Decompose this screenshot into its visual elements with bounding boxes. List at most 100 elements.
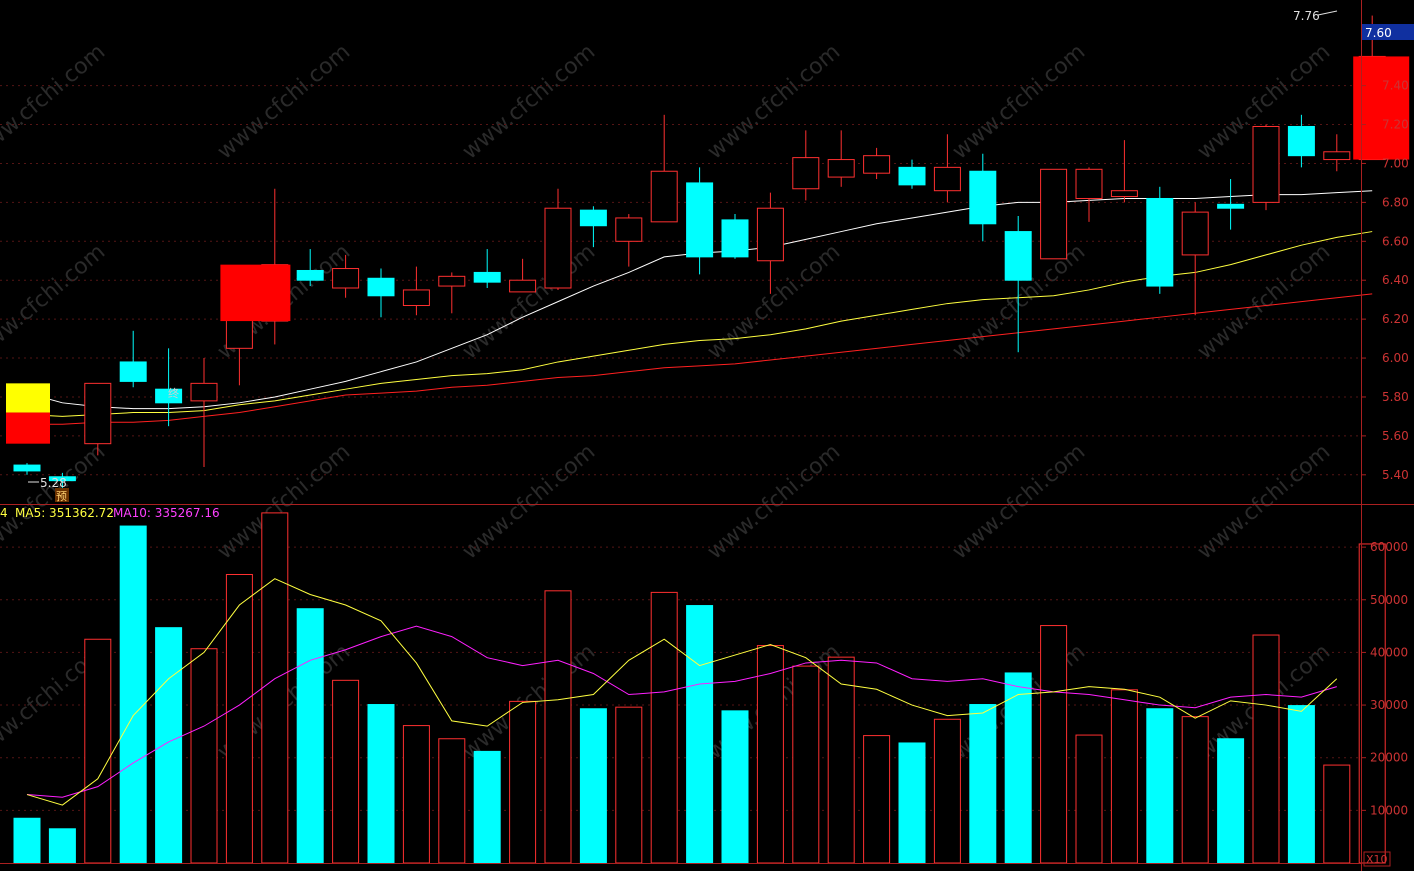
volume-bar-up	[84, 638, 112, 864]
volume-tick-label: 40000	[1370, 645, 1408, 659]
candle-down	[898, 166, 926, 186]
volume-bar-up	[402, 725, 430, 864]
candle-up	[650, 170, 678, 223]
volume-bar-down	[686, 605, 714, 864]
volume-moving-averages	[26, 578, 1338, 806]
candle-down	[721, 219, 749, 258]
volume-bar-down	[13, 817, 41, 864]
volume-bar-down	[155, 627, 183, 864]
volume-bar-down	[1287, 705, 1315, 864]
price-tick-label: 5.40	[1382, 468, 1409, 482]
candle-down	[969, 170, 997, 225]
volume-bar-up	[756, 645, 784, 864]
volume-bar-up	[1323, 764, 1351, 864]
candle-down	[296, 269, 324, 281]
volume-tick-label: 30000	[1370, 698, 1408, 712]
candle-up	[1040, 168, 1068, 260]
candle-up	[1181, 211, 1209, 256]
signal-block-bottom	[6, 412, 50, 444]
volume-bar-up	[261, 512, 289, 864]
candle-up	[863, 155, 891, 174]
candle-down	[155, 388, 183, 404]
candle-down	[1287, 125, 1315, 157]
signal-b-label: 终	[168, 386, 179, 400]
vol-unit-label: X10	[1366, 853, 1388, 866]
price-tick-label: 6.20	[1382, 312, 1409, 326]
price-tick-label: 7.20	[1382, 118, 1409, 132]
candle-up	[332, 268, 360, 289]
vol-ma10-line	[26, 625, 1337, 798]
candle-up	[756, 207, 784, 262]
volume-bar-up	[544, 590, 572, 864]
volume-bar-down	[579, 708, 607, 864]
price-tick-label: 5.60	[1382, 429, 1409, 443]
vol-ma5-line	[26, 578, 1338, 806]
volume-bar-up	[225, 573, 253, 864]
volume-bar-up	[1075, 734, 1103, 864]
volume-bar-up	[438, 738, 466, 864]
volume-bar-up	[863, 735, 891, 864]
volume-bar-down	[721, 710, 749, 864]
price-tick-label: 7.00	[1382, 156, 1409, 170]
signal-block-top	[6, 383, 50, 413]
volume-series	[13, 512, 1386, 864]
candle-down	[473, 271, 501, 283]
volume-bar-up	[1110, 689, 1138, 864]
signal-block-mid	[220, 264, 291, 322]
price-tick-label: 7.40	[1382, 79, 1409, 93]
volume-bar-up	[650, 591, 678, 864]
volume-bar-down	[1004, 672, 1032, 864]
candle-up	[615, 217, 643, 242]
candle-down	[579, 209, 607, 227]
current-price-label: 7.60	[1365, 26, 1392, 40]
candle-up	[1075, 168, 1103, 199]
candle-up	[1252, 125, 1280, 203]
volume-bar-down	[898, 742, 926, 864]
vol-ma5-label: MA5: 351362.72	[15, 506, 114, 520]
candle-up	[1110, 190, 1138, 198]
volume-tick-label: 50000	[1370, 593, 1408, 607]
volume-bar-down	[296, 608, 324, 864]
volume-bar-down	[367, 704, 395, 864]
candle-up	[933, 166, 961, 192]
candle-up	[792, 157, 820, 190]
candle-up	[827, 159, 855, 178]
volume-tick-label: 20000	[1370, 751, 1408, 765]
volume-bar-down	[969, 704, 997, 864]
high-marker-arrow	[1317, 10, 1338, 16]
volume-bar-up	[1181, 716, 1209, 864]
volume-tick-label: 60000	[1370, 540, 1408, 554]
signal-block-last	[1353, 56, 1410, 160]
volume-bar-up	[190, 648, 218, 864]
candle-down	[1004, 231, 1032, 281]
candle-down	[367, 277, 395, 297]
volume-bar-up	[1040, 625, 1068, 864]
low-marker-label: 5.28	[40, 476, 67, 490]
candle-up	[190, 382, 218, 402]
volume-tick-label: 10000	[1370, 803, 1408, 817]
candle-up	[402, 289, 430, 307]
candle-down	[48, 476, 76, 482]
price-tick-label: 5.80	[1382, 390, 1409, 404]
candle-down	[119, 361, 147, 382]
volume-bar-down	[48, 828, 76, 864]
candle-up	[544, 207, 572, 289]
candle-up	[509, 279, 537, 293]
volume-bar-up	[933, 718, 961, 864]
candle-up	[438, 275, 466, 287]
volume-bar-up	[827, 656, 855, 864]
candle-down	[13, 464, 41, 472]
candle-up	[84, 382, 112, 445]
volume-bar-down	[473, 750, 501, 864]
candle-up	[1323, 151, 1351, 161]
volume-bar-up	[1358, 543, 1386, 864]
volume-bar-up	[792, 665, 820, 864]
vol-unit-box	[1363, 851, 1391, 867]
volume-bar-down	[1146, 708, 1174, 864]
candle-down	[686, 182, 714, 258]
volume-bar-up	[332, 679, 360, 864]
volume-bar-up	[509, 700, 537, 864]
volume-bar-up	[1252, 634, 1280, 864]
current-price-tag	[1362, 24, 1414, 40]
